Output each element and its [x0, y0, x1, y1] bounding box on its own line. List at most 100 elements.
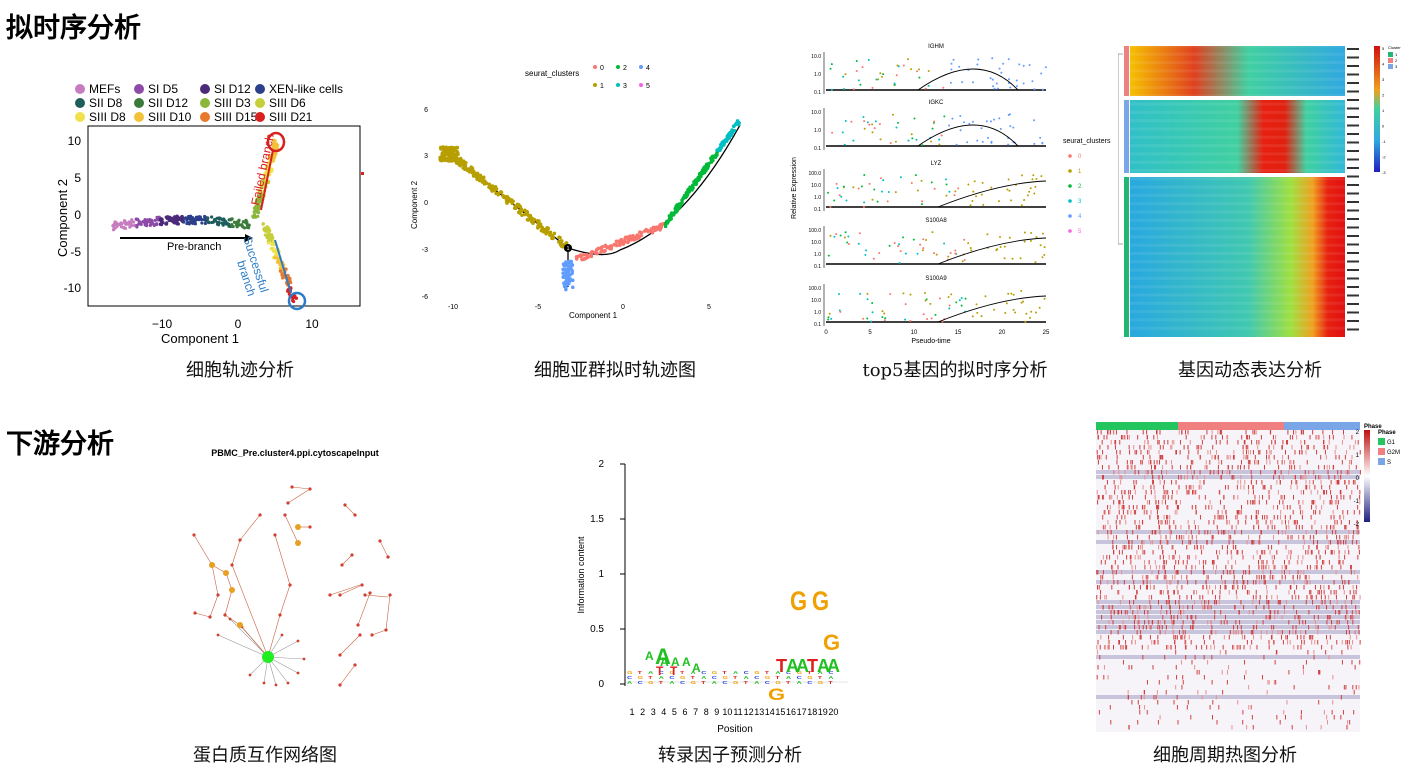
svg-text:T: T — [733, 676, 738, 681]
legend-label: SIII D15 — [214, 110, 258, 124]
gene-label: S100A8 — [925, 218, 947, 224]
svg-text:G: G — [790, 587, 807, 616]
legend-dot — [134, 98, 144, 108]
svg-text:1: 1 — [1356, 453, 1360, 459]
svg-text:C: C — [638, 681, 644, 686]
svg-text:G: G — [807, 676, 813, 681]
trajectory-ylabel: Component 2 — [55, 179, 70, 257]
svg-text:A: A — [712, 681, 718, 686]
legend-label: XEN-like cells — [269, 82, 343, 96]
svg-text:G: G — [797, 671, 803, 676]
svg-text:2: 2 — [1356, 430, 1360, 436]
svg-text:100.0: 100.0 — [808, 228, 821, 234]
section-title-downstream: 下游分析 — [6, 429, 114, 460]
svg-text:9: 9 — [714, 707, 719, 717]
svg-text:8: 8 — [704, 707, 709, 717]
svg-text:A: A — [796, 656, 809, 676]
legend-dot — [75, 84, 85, 94]
svg-text:C: C — [712, 676, 718, 681]
svg-text:100.0: 100.0 — [808, 286, 821, 292]
svg-text:-10: -10 — [64, 281, 82, 295]
svg-text:G: G — [722, 676, 728, 681]
legend-label: SIII D21 — [269, 110, 313, 124]
svg-text:C: C — [828, 671, 834, 676]
svg-text:A: A — [754, 681, 760, 686]
legend-dot — [616, 83, 620, 87]
svg-text:G: G — [712, 671, 718, 676]
svg-text:−10: −10 — [152, 317, 173, 331]
svg-text:A: A — [691, 671, 697, 676]
svg-text:G: G — [812, 587, 829, 616]
legend-label: 5 — [646, 83, 650, 90]
svg-text:G: G — [765, 676, 771, 681]
svg-text:G: G — [818, 681, 824, 686]
svg-text:0.1: 0.1 — [814, 207, 821, 213]
legend-label: 5 — [1078, 229, 1082, 235]
legend-label: SII D8 — [89, 96, 123, 110]
svg-text:A: A — [817, 656, 830, 676]
svg-text:7: 7 — [693, 707, 698, 717]
svg-text:Cluster: Cluster — [1388, 45, 1401, 50]
svg-text:0.5: 0.5 — [590, 624, 604, 635]
svg-text:-2: -2 — [1382, 155, 1386, 160]
svg-text:20: 20 — [999, 330, 1006, 336]
svg-text:C: C — [807, 681, 813, 686]
svg-text:-1: -1 — [1382, 139, 1386, 144]
svg-text:T: T — [670, 664, 678, 678]
legend-label: 0 — [600, 65, 604, 72]
svg-text:A: A — [733, 671, 739, 676]
svg-text:A: A — [645, 649, 654, 663]
top5-genes-plot: IGHM 10.0 1.0 0.1 IGKC 10.0 1.0 0.1 LYZ 100.0 10.0… — [791, 44, 1111, 345]
svg-text:1: 1 — [1395, 52, 1398, 57]
trajectory-plot: MEFs SI D5 SI D12 XEN-like cells SII D8 SII D… — [55, 82, 361, 346]
legend-label: 3 — [623, 83, 627, 90]
svg-text:10: 10 — [911, 330, 918, 336]
svg-text:S: S — [1387, 460, 1391, 466]
svg-text:14: 14 — [765, 707, 775, 717]
svg-text:-6: -6 — [422, 294, 428, 301]
caption-gene-dynamics: 基因动态表达分析 — [1178, 360, 1322, 381]
svg-text:T: T — [656, 664, 664, 678]
legend-label: 2 — [1078, 184, 1082, 190]
svg-text:20: 20 — [828, 707, 838, 717]
legend-dot — [255, 98, 265, 108]
legend-label: 1 — [1078, 169, 1082, 175]
stray-point — [361, 172, 364, 175]
svg-text:T: T — [701, 681, 706, 686]
svg-text:6: 6 — [424, 107, 428, 114]
svg-text:C: C — [680, 681, 686, 686]
svg-text:C: C — [786, 671, 792, 676]
svg-text:11: 11 — [733, 707, 742, 717]
svg-text:4: 4 — [1382, 62, 1385, 67]
svg-text:0: 0 — [424, 200, 428, 207]
svg-text:1.0: 1.0 — [814, 310, 821, 316]
legend-dot — [1068, 199, 1072, 203]
gene-dynamics-heatmap: 5 4 3 2 1 0 -1 -2 -3 Cluster 1 2 3 — [1114, 44, 1408, 349]
svg-text:0: 0 — [74, 208, 81, 222]
svg-text:A: A — [659, 676, 665, 681]
svg-text:2: 2 — [1395, 58, 1398, 63]
svg-text:G: G — [638, 676, 644, 681]
svg-text:T: T — [659, 681, 664, 686]
svg-text:4: 4 — [661, 707, 666, 717]
subcluster-trajectory-plot: seurat_clusters 0 1 2 3 4 5 1 Component 1 Com… — [410, 65, 741, 320]
svg-text:0.1: 0.1 — [814, 322, 821, 328]
svg-text:C: C — [797, 676, 803, 681]
svg-text:A: A — [701, 676, 707, 681]
svg-text:10: 10 — [68, 134, 82, 148]
caption-trajectory: 细胞轨迹分析 — [186, 360, 294, 381]
svg-text:1.0: 1.0 — [814, 252, 821, 258]
svg-text:T: T — [775, 676, 780, 681]
svg-text:Position: Position — [717, 724, 753, 735]
svg-text:C: C — [765, 681, 771, 686]
svg-text:2: 2 — [598, 459, 604, 470]
svg-text:Component 2: Component 2 — [410, 180, 419, 229]
svg-text:C: C — [659, 671, 665, 676]
svg-text:T: T — [744, 681, 749, 686]
legend-dot — [1068, 154, 1072, 158]
caption-top5-genes: top5基因的拟时序分析 — [862, 360, 1048, 381]
svg-text:G: G — [680, 676, 686, 681]
gene-label: LYZ — [931, 161, 942, 167]
svg-text:T: T — [786, 681, 791, 686]
